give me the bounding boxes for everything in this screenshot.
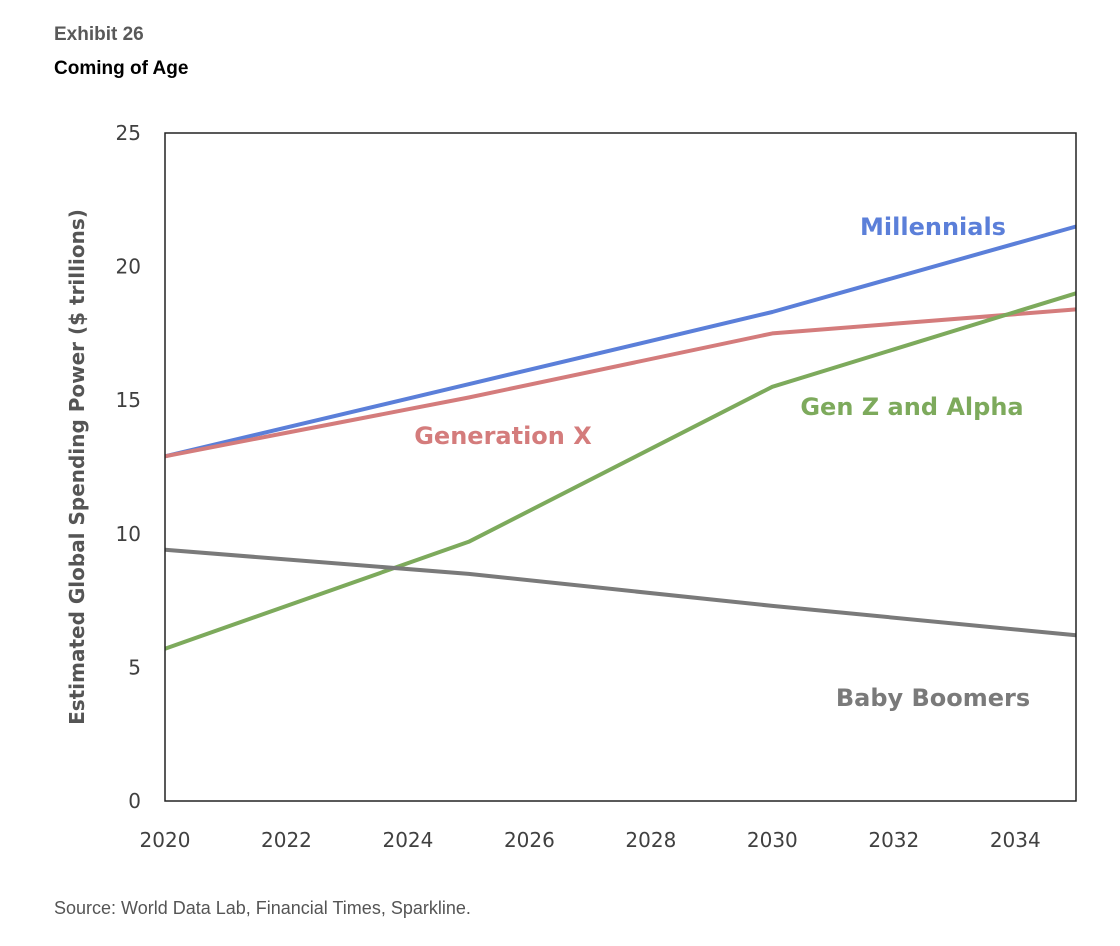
series-label-gen-z-and-alpha: Gen Z and Alpha bbox=[800, 393, 1023, 421]
y-tick-label: 10 bbox=[116, 522, 141, 546]
chart-title: Coming of Age bbox=[54, 58, 189, 79]
y-tick-label: 5 bbox=[128, 655, 141, 679]
y-tick-label: 25 bbox=[116, 121, 141, 145]
plot-area-frame bbox=[164, 132, 1077, 802]
x-tick-label: 2032 bbox=[868, 828, 919, 852]
x-tick-label: 2034 bbox=[990, 828, 1041, 852]
series-label-baby-boomers: Baby Boomers bbox=[836, 684, 1030, 712]
series-line-baby-boomers bbox=[164, 547, 1077, 638]
x-tick-label: 2026 bbox=[504, 828, 555, 852]
series-labels: Millennials Generation X Gen Z and Alpha Ba… bbox=[414, 213, 1030, 712]
y-axis-ticks: 0 5 10 15 20 25 bbox=[116, 121, 141, 813]
y-tick-label: 0 bbox=[128, 789, 141, 813]
series-label-millennials: Millennials bbox=[860, 213, 1006, 241]
series-label-generation-x: Generation X bbox=[414, 422, 592, 450]
y-axis-label: Estimated Global Spending Power ($ trill… bbox=[65, 209, 89, 725]
series-lines bbox=[164, 224, 1077, 651]
x-tick-label: 2024 bbox=[382, 828, 433, 852]
x-tick-label: 2030 bbox=[747, 828, 798, 852]
series-line-millennials bbox=[164, 224, 1077, 459]
y-tick-label: 20 bbox=[116, 255, 141, 279]
source-note: Source: World Data Lab, Financial Times,… bbox=[54, 898, 471, 918]
x-axis-ticks: 2020 2022 2024 2026 2028 2030 2032 2034 bbox=[140, 828, 1041, 852]
x-tick-label: 2020 bbox=[140, 828, 191, 852]
exhibit-number: Exhibit 26 bbox=[54, 24, 144, 45]
x-tick-label: 2028 bbox=[625, 828, 676, 852]
x-tick-label: 2022 bbox=[261, 828, 312, 852]
series-line-gen-z-and-alpha bbox=[164, 291, 1077, 651]
series-line-generation-x bbox=[164, 307, 1077, 459]
y-tick-label: 15 bbox=[116, 388, 141, 412]
